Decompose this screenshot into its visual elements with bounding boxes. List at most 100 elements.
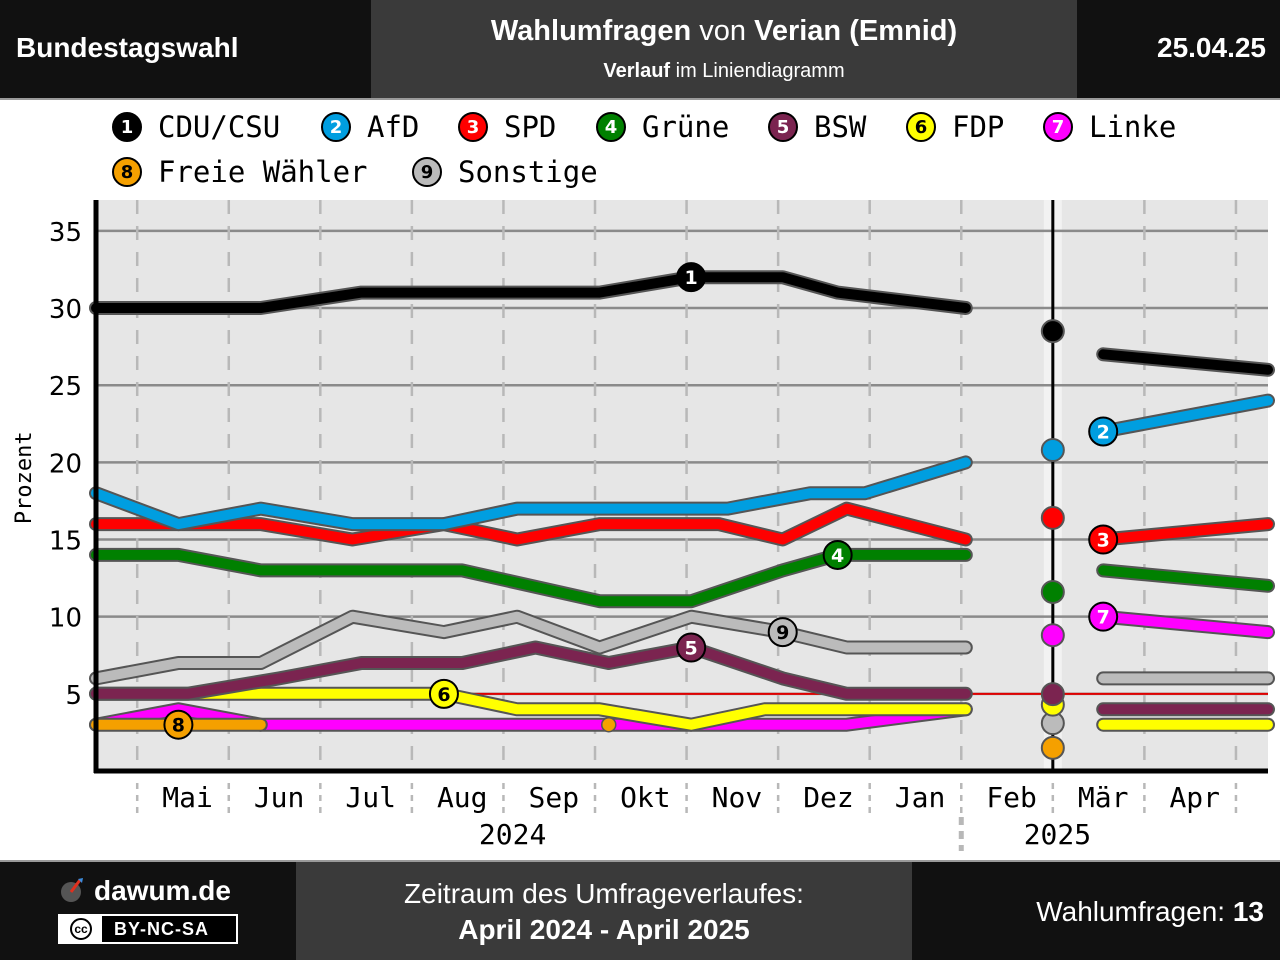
series-line-after bbox=[1098, 395, 1273, 437]
series-number-label: 2 bbox=[1097, 421, 1110, 443]
x-tick-label: Aug bbox=[437, 781, 488, 814]
series-line-before bbox=[91, 457, 971, 530]
election-result-dot bbox=[1040, 579, 1065, 604]
x-tick-label: Mär bbox=[1078, 781, 1129, 814]
election-result-dot bbox=[1040, 623, 1065, 648]
series-number-label: 4 bbox=[831, 545, 844, 567]
series-number-badge bbox=[676, 632, 707, 663]
legend-item: 9 Sonstige bbox=[412, 154, 598, 190]
x-tick-label: Feb bbox=[986, 781, 1037, 814]
series-line-before bbox=[91, 503, 971, 545]
x-tick-label: Jul bbox=[345, 781, 396, 814]
title-bold-polls: Wahlumfragen bbox=[490, 15, 692, 47]
title-bold-institute: Verian (Emnid) bbox=[754, 15, 958, 47]
series-line-before bbox=[91, 549, 971, 607]
x-tick-label: Jun bbox=[254, 781, 305, 814]
series-line-before bbox=[91, 642, 971, 699]
chart-legend: 1 CDU/CSU 2 AfD 3 SPD 4 Grüne 5 BSW 6 FDP 7 Linke 8 Fre… bbox=[0, 100, 1280, 200]
legend-label: FDP bbox=[952, 110, 1005, 144]
y-tick-label: 25 bbox=[49, 372, 82, 402]
x-tick-label: Apr bbox=[1169, 781, 1220, 814]
legend-label: Linke bbox=[1089, 110, 1177, 144]
footer-bar: dawum.de cc BY-NC-SA Zeitraum des Umfrag… bbox=[0, 860, 1280, 960]
subtitle-bold: Verlauf bbox=[603, 60, 671, 82]
chart-title: Wahlumfragen von Verian (Emnid) bbox=[371, 15, 1077, 48]
legend-label: SPD bbox=[504, 110, 557, 144]
line-chart: 5 10 15 20 25 30 35 Prozent 1 2 3 4 5 6 7 8 9 Mai Jun Jul Au… bbox=[0, 200, 1280, 860]
legend-label: AfD bbox=[367, 110, 420, 144]
poll-count: Wahlumfragen: 13 bbox=[1036, 896, 1264, 928]
series-number-label: 3 bbox=[1097, 530, 1110, 552]
legend-label: BSW bbox=[814, 110, 867, 144]
header-divider bbox=[0, 98, 1280, 100]
chart-subtitle: Verlauf im Liniendiagramm bbox=[371, 60, 1077, 83]
header-bar: Bundestagswahl Wahlumfragen von Verian (… bbox=[0, 0, 1280, 98]
election-type-label: Bundestagswahl bbox=[16, 32, 239, 63]
y-tick-label: 10 bbox=[49, 604, 82, 634]
x-tick-label: Jan bbox=[895, 781, 946, 814]
series-line-before bbox=[91, 611, 971, 684]
legend-label: CDU/CSU bbox=[158, 110, 281, 144]
legend-item: 8 Freie Wähler bbox=[112, 154, 368, 190]
series-line-after bbox=[1098, 565, 1273, 591]
legend-badge: 6 bbox=[906, 112, 936, 142]
series-line-after bbox=[1098, 519, 1273, 545]
period-label: Zeitraum des Umfrageverlaufes: bbox=[404, 878, 804, 909]
y-tick-label: 5 bbox=[65, 681, 82, 711]
x-tick-label: Dez bbox=[803, 781, 854, 814]
legend-item: 2 AfD bbox=[321, 109, 419, 145]
legend-item: 1 CDU/CSU bbox=[112, 109, 280, 145]
x-tick-label: Okt bbox=[620, 781, 671, 814]
series-line-after bbox=[1098, 349, 1273, 375]
subtitle-rest: im Liniendiagramm bbox=[670, 60, 845, 82]
election-result-dot bbox=[1040, 319, 1065, 344]
series-number-badge bbox=[428, 678, 459, 709]
election-result-dot bbox=[1040, 735, 1065, 760]
dawum-logo-icon bbox=[61, 878, 83, 902]
y-tick-label: 35 bbox=[49, 218, 82, 248]
legend-badge: 2 bbox=[321, 112, 351, 142]
series-line-before bbox=[91, 272, 971, 313]
series-number-label: 9 bbox=[776, 622, 789, 644]
period-value: April 2024 - April 2025 bbox=[458, 914, 750, 945]
legend-badge: 5 bbox=[768, 112, 798, 142]
title-connector: von bbox=[691, 15, 755, 47]
legend-label: Grüne bbox=[642, 110, 730, 144]
series-number-label: 7 bbox=[1097, 607, 1110, 629]
series-number-badge bbox=[1088, 601, 1119, 632]
series-number-badge bbox=[767, 617, 798, 648]
legend-badge: 4 bbox=[596, 112, 626, 142]
poll-count-label: Wahlumfragen: bbox=[1036, 896, 1233, 927]
series-number-badge bbox=[1088, 416, 1119, 447]
y-tick-label: 30 bbox=[49, 295, 82, 325]
x-tick-label: Nov bbox=[712, 781, 763, 814]
series-number-badge bbox=[822, 539, 853, 570]
license-text: BY-NC-SA bbox=[114, 918, 210, 939]
series-number-label: 5 bbox=[685, 638, 698, 660]
brand-name[interactable]: dawum.de bbox=[94, 875, 231, 906]
legend-badge: 7 bbox=[1043, 112, 1073, 142]
series-point bbox=[601, 716, 617, 733]
legend-label: Freie Wähler bbox=[158, 155, 368, 189]
series-number-badge bbox=[1088, 524, 1119, 555]
series-number-label: 8 bbox=[172, 715, 185, 737]
y-axis-label: Prozent bbox=[12, 431, 37, 524]
footer-divider bbox=[0, 860, 1280, 862]
poll-count-value: 13 bbox=[1232, 896, 1264, 927]
election-result-dot bbox=[1040, 438, 1065, 463]
legend-badge: 3 bbox=[458, 112, 488, 142]
series-number-label: 6 bbox=[437, 684, 450, 706]
legend-item: 6 FDP bbox=[906, 109, 1004, 145]
x-tick-label: Mai bbox=[162, 781, 213, 814]
header-title-panel: Wahlumfragen von Verian (Emnid) Verlauf … bbox=[371, 0, 1077, 98]
legend-item: 5 BSW bbox=[768, 109, 866, 145]
legend-item: 7 Linke bbox=[1043, 109, 1176, 145]
legend-badge: 9 bbox=[412, 157, 442, 187]
y-tick-label: 15 bbox=[49, 527, 82, 557]
y-tick-label: 20 bbox=[49, 449, 82, 479]
x-year-label: 2025 bbox=[1024, 818, 1091, 851]
legend-label: Sonstige bbox=[458, 155, 598, 189]
license-badge[interactable]: cc BY-NC-SA bbox=[58, 914, 238, 944]
period-panel: Zeitraum des Umfrageverlaufes: April 202… bbox=[296, 862, 912, 960]
